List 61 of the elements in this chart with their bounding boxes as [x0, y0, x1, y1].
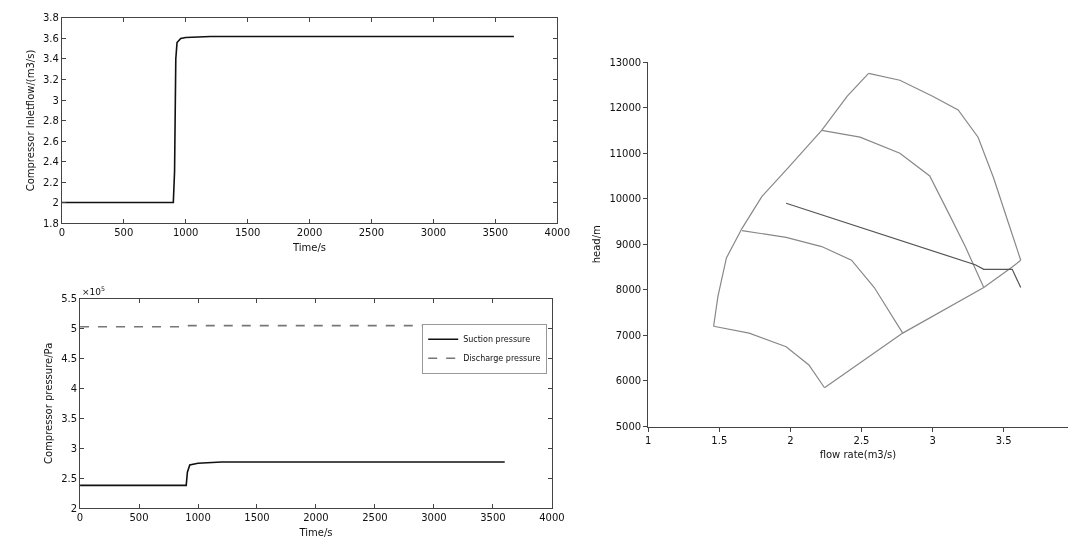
- x-tick-label: 2000: [296, 227, 323, 239]
- y-tick-label: 12000: [609, 102, 642, 114]
- x-tick-label: 1000: [172, 227, 199, 239]
- x-tick-label: 2.5: [853, 434, 870, 446]
- x-tick-label: 3: [929, 434, 936, 446]
- y-tick-label: 3.4: [42, 53, 59, 65]
- x-tick-label: 0: [76, 512, 84, 524]
- y-tick-label: 3: [70, 442, 78, 454]
- y-tick-label: 13000: [609, 56, 642, 68]
- x-axis-title: Time/s: [298, 526, 333, 538]
- x-tick-label: 4000: [544, 227, 570, 239]
- y-tick-label: 5.5: [61, 293, 78, 305]
- x-tick-label: 2500: [358, 227, 385, 239]
- y-tick-label: 9000: [615, 238, 642, 250]
- x-tick-label: 500: [114, 227, 134, 239]
- y-tick-label: 1.8: [42, 217, 59, 229]
- x-tick-label: 4000: [539, 512, 565, 524]
- y-tick-label: 3.2: [42, 74, 59, 85]
- y-tick-label: 3.6: [42, 32, 59, 44]
- y-tick-label: 2.6: [42, 135, 59, 147]
- y-axis-title: Compressor pressure/Pa: [43, 342, 55, 465]
- y-tick-label: 2: [52, 197, 59, 209]
- y-tick-label: 11000: [609, 147, 642, 159]
- x-tick-label: 2: [787, 434, 794, 446]
- y-tick-label: 10000: [609, 193, 642, 205]
- y-tick-label: 2.2: [42, 176, 59, 188]
- y-tick-label: 8000: [615, 284, 642, 296]
- x-axis-title: flow rate(m3/s): [819, 449, 897, 461]
- x-tick-label: 2000: [303, 512, 329, 524]
- x-tick-label: 1000: [185, 512, 211, 524]
- x-tick-label: 1.5: [711, 434, 728, 446]
- x-axis-title: Time/s: [292, 241, 327, 253]
- y-tick-label: 6000: [615, 375, 642, 387]
- y-tick-label: 4.5: [61, 353, 78, 365]
- y-tick-label: 2.5: [61, 472, 78, 484]
- x-tick-label: 3500: [480, 512, 506, 524]
- y-tick-label: 2.8: [42, 115, 59, 127]
- text: ×10$^{5}$: [82, 285, 106, 297]
- x-tick-label: 3000: [421, 512, 447, 524]
- x-tick-label: 0: [58, 227, 66, 239]
- x-tick-label: 3000: [420, 227, 447, 239]
- legend-label: Discharge pressure: [463, 354, 541, 364]
- y-tick-label: 3.5: [61, 412, 78, 424]
- x-tick-label: 3.5: [995, 434, 1012, 446]
- y-tick-label: 2.4: [42, 156, 59, 168]
- x-tick-label: 2500: [362, 512, 388, 524]
- x-tick-label: 1500: [234, 227, 261, 239]
- y-tick-label: 2: [70, 502, 78, 514]
- y-axis-title: Compressor Inletflow/(m3/s): [24, 49, 36, 192]
- x-tick-label: 3500: [482, 227, 509, 239]
- y-tick-label: 5: [70, 323, 78, 335]
- y-tick-label: 5000: [615, 421, 642, 433]
- x-tick-label: 1500: [244, 512, 270, 524]
- y-tick-label: 3: [52, 94, 59, 106]
- y-axis-title: head/m: [591, 225, 603, 264]
- y-tick-label: 3.8: [42, 12, 59, 24]
- x-tick-label: 1: [645, 434, 652, 446]
- y-tick-label: 7000: [615, 329, 642, 341]
- y-tick-label: 4: [70, 382, 78, 394]
- legend-label: Suction pressure: [463, 335, 531, 345]
- x-tick-label: 500: [129, 512, 149, 524]
